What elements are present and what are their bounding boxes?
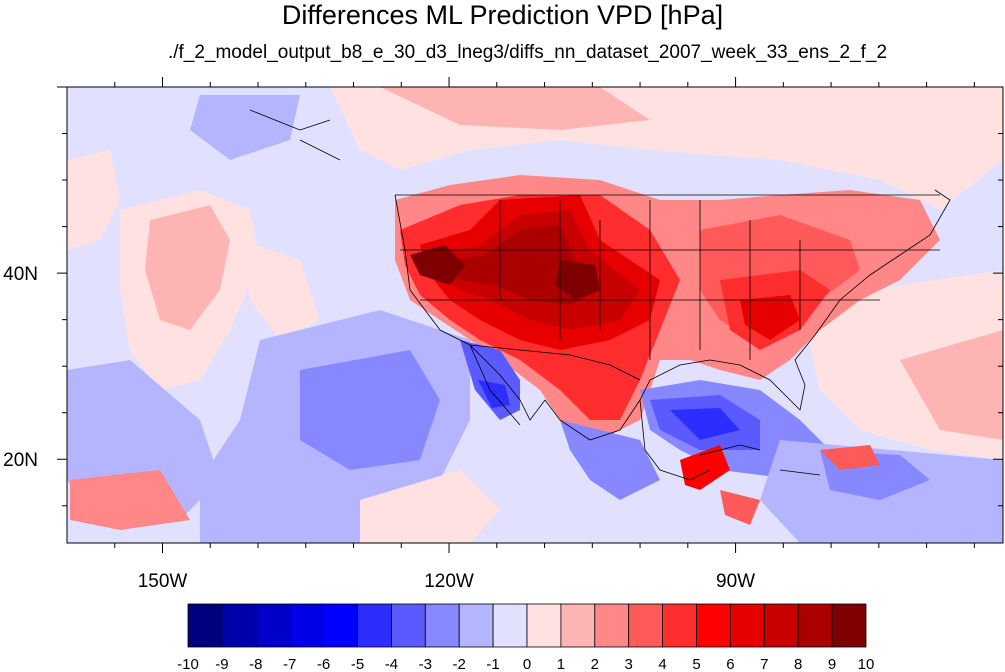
- colorbar-swatch: [221, 603, 257, 648]
- colorbar-swatch: [492, 603, 528, 648]
- map-frame: [66, 86, 1004, 544]
- colorbar-label: -10: [177, 656, 199, 672]
- colorbar-label: 5: [692, 656, 700, 672]
- colorbar-swatch: [323, 603, 358, 648]
- colorbar-swatch: [662, 603, 697, 648]
- colorbar-swatch: [797, 603, 833, 648]
- colorbar: -10 -9 -8 -7 -6 -5 -4 -3 -2 -1 0 1 2 3 4 5 6 7 8 9 10: [177, 603, 875, 672]
- map-field: [67, 87, 1003, 543]
- colorbar-swatch: [560, 603, 596, 648]
- axis-ticks: 150W 120W 90W 40N 20N: [3, 77, 1003, 592]
- page-subtitle: ./f_2_model_output_b8_e_30_d3_lneg3/diff…: [167, 42, 888, 63]
- colorbar-label: 9: [828, 656, 836, 672]
- colorbar-label: -2: [453, 656, 466, 672]
- colorbar-swatch: [628, 603, 664, 648]
- colorbar-label: 10: [858, 656, 875, 672]
- colorbar-swatch: [390, 603, 426, 648]
- colorbar-swatch: [289, 603, 325, 648]
- colorbar-label: -4: [385, 656, 398, 672]
- colorbar-label: -5: [351, 656, 364, 672]
- colorbar-label: -8: [249, 656, 262, 672]
- colorbar-swatch: [357, 603, 392, 648]
- colorbar-swatch: [424, 603, 460, 648]
- colorbar-label: -9: [215, 656, 228, 672]
- colorbar-swatch: [255, 603, 291, 648]
- lon-tick-label: 120W: [424, 571, 474, 592]
- lat-tick-label: 20N: [3, 450, 38, 471]
- colorbar-label: -3: [419, 656, 432, 672]
- colorbar-label: -6: [317, 656, 330, 672]
- colorbar-swatch: [526, 603, 562, 648]
- colorbar-label: 7: [760, 656, 768, 672]
- colorbar-swatch: [831, 603, 867, 648]
- colorbar-swatch: [696, 603, 731, 648]
- lat-tick-label: 40N: [3, 264, 38, 285]
- colorbar-label: 6: [726, 656, 734, 672]
- colorbar-label: 8: [794, 656, 802, 672]
- colorbar-label: 0: [523, 656, 531, 672]
- colorbar-label: 3: [625, 656, 633, 672]
- colorbar-swatch: [187, 603, 223, 648]
- coastlines: [249, 109, 951, 481]
- lon-tick-label: 150W: [138, 571, 188, 592]
- colorbar-label: 1: [557, 656, 565, 672]
- colorbar-label: 4: [658, 656, 666, 672]
- page-title: Differences ML Prediction VPD [hPa]: [281, 0, 724, 30]
- lon-tick-label: 90W: [716, 571, 755, 592]
- colorbar-swatch: [594, 603, 630, 648]
- colorbar-swatch: [458, 603, 494, 648]
- colorbar-label: -1: [486, 656, 499, 672]
- colorbar-swatch: [730, 603, 765, 648]
- colorbar-swatch: [763, 603, 799, 648]
- colorbar-label: -7: [283, 656, 296, 672]
- colorbar-label: 2: [591, 656, 599, 672]
